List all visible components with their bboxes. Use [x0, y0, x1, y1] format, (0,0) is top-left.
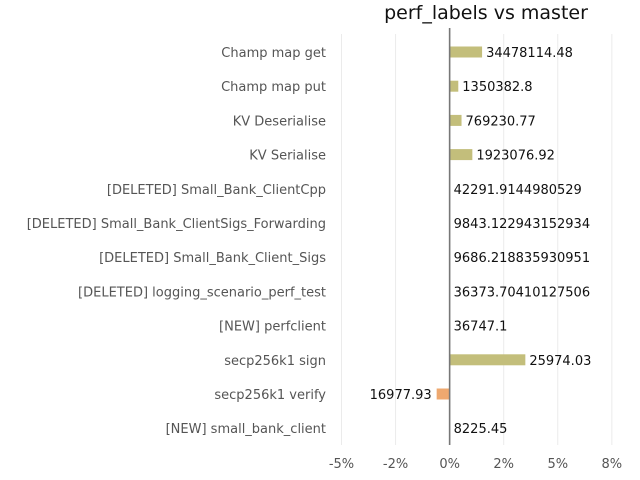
x-tick-label: -5% [329, 457, 354, 472]
value-label: 34478114.48 [486, 46, 573, 61]
category-label: [DELETED] Small_Bank_ClientSigs_Forwardi… [27, 217, 326, 232]
bar [449, 114, 462, 126]
value-label: 25974.03 [529, 354, 591, 369]
category-label: secp256k1 verify [214, 388, 326, 403]
bar [436, 388, 450, 400]
category-label: [DELETED] logging_scenario_perf_test [78, 285, 326, 300]
category-label: Champ map get [221, 46, 326, 61]
category-label: [NEW] small_bank_client [166, 422, 326, 437]
x-tick-label: 0% [439, 457, 460, 472]
x-tick-label: 2% [493, 457, 514, 472]
value-label: 8225.45 [454, 422, 508, 437]
x-axis-ticks: -5% -2% 0% 2% 5% 8% [329, 457, 622, 472]
bar [449, 46, 483, 58]
value-label: 1350382.8 [462, 80, 532, 95]
value-label: 9843.122943152934 [454, 217, 590, 232]
chart-title: perf_labels vs master [384, 2, 588, 24]
value-labels: 34478114.48 1350382.8 769230.77 1923076.92 4… [370, 46, 592, 437]
category-label: KV Deserialise [233, 114, 326, 129]
value-label: 769230.77 [466, 114, 536, 129]
value-label: 1923076.92 [476, 149, 555, 164]
x-tick-label: 5% [547, 457, 568, 472]
category-labels: Champ map get Champ map put KV Deserialise… [27, 46, 327, 437]
bar [449, 80, 459, 92]
bar [449, 354, 526, 366]
category-label: Champ map put [221, 80, 326, 95]
value-label: 36747.1 [454, 320, 508, 335]
category-label: [DELETED] Small_Bank_Client_Sigs [99, 251, 326, 266]
value-label: 9686.218835930951 [454, 251, 590, 266]
category-label: [NEW] perfclient [219, 320, 326, 335]
x-tick-label: -2% [383, 457, 408, 472]
bar [449, 149, 473, 161]
value-label: 36373.70410127506 [454, 285, 590, 300]
grid-layer [340, 34, 613, 445]
category-label: [DELETED] Small_Bank_ClientCpp [107, 183, 326, 198]
category-label: KV Serialise [249, 149, 326, 164]
value-label: 16977.93 [370, 388, 432, 403]
x-tick-label: 8% [602, 457, 623, 472]
value-label: 42291.9144980529 [454, 183, 582, 198]
bar-layer [436, 46, 526, 400]
category-label: secp256k1 sign [224, 354, 326, 369]
